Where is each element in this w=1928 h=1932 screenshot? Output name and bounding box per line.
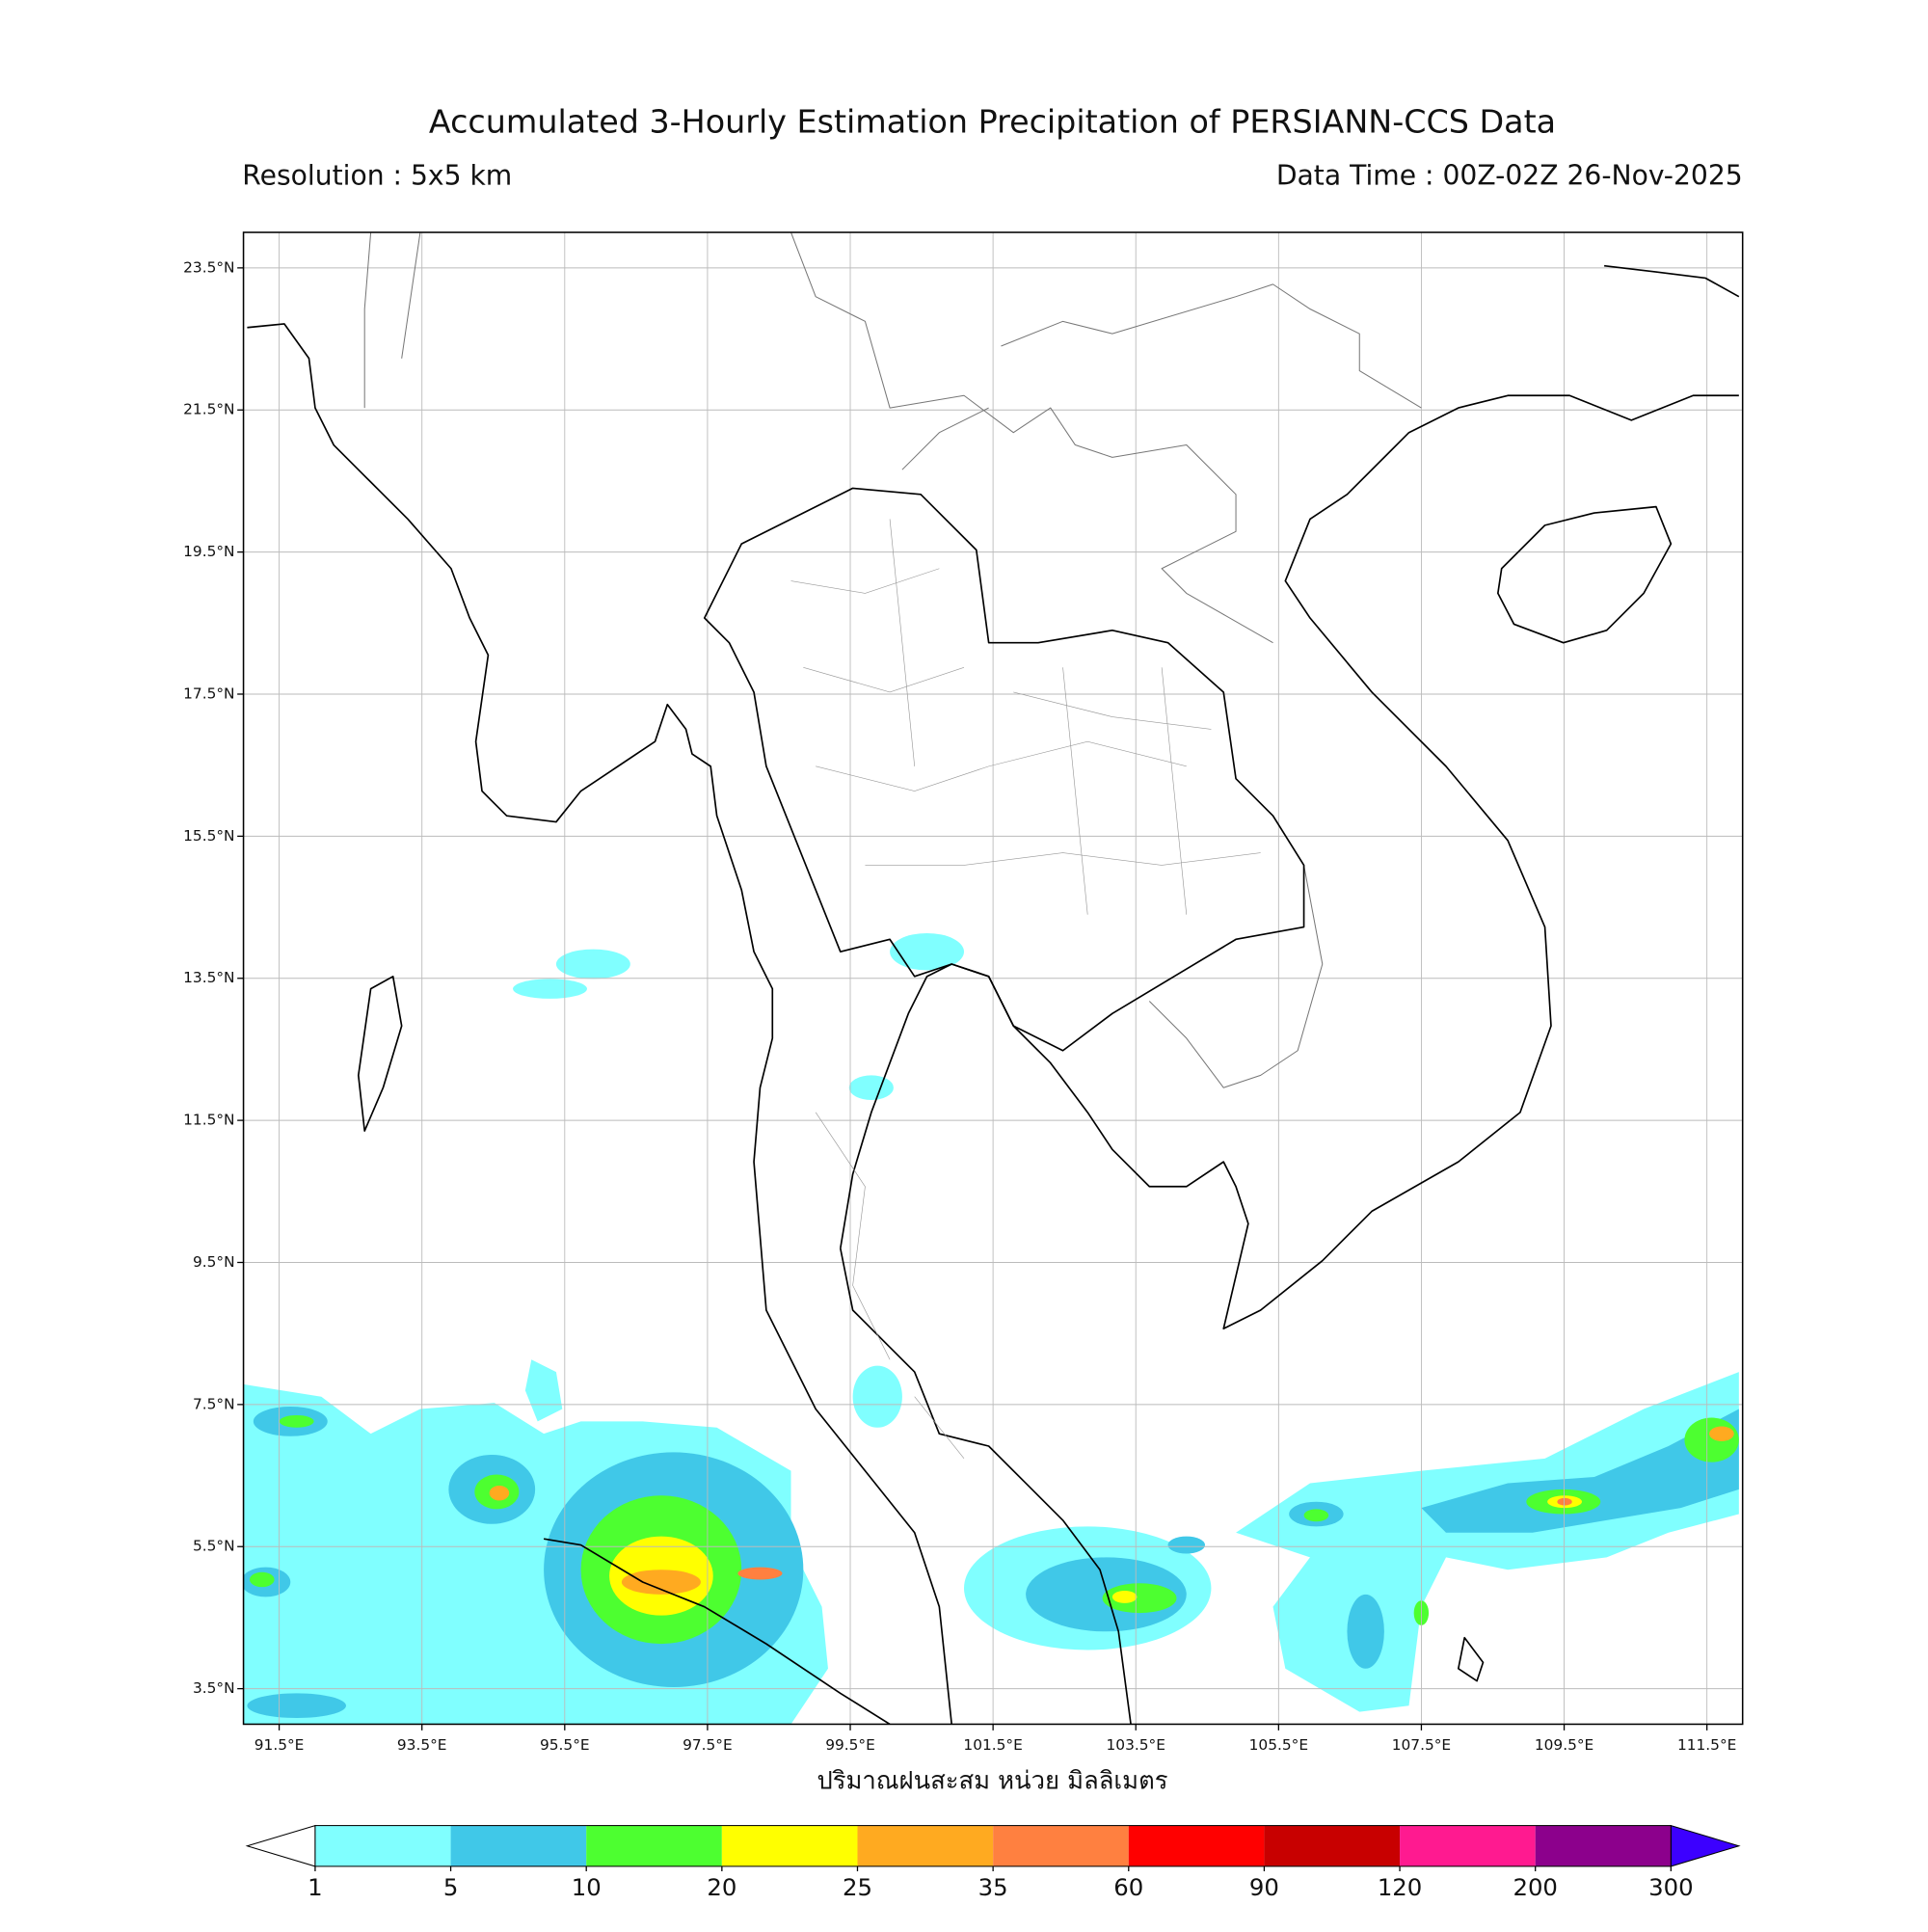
colorbar-segment [586, 1825, 722, 1866]
rain-area [852, 1365, 902, 1428]
colorbar-segment [993, 1825, 1129, 1866]
colorbar-segment [721, 1825, 858, 1866]
x-tick-label: 93.5°E [397, 1736, 447, 1754]
rain-area [1167, 1536, 1205, 1554]
rain-area [489, 1486, 510, 1501]
rain-area [1421, 1409, 1739, 1533]
rain-area [279, 1414, 314, 1428]
rain-area [621, 1570, 701, 1595]
rain-layer [243, 932, 1739, 1725]
rain-area [1684, 1417, 1739, 1462]
data-time: Data Time : 00Z-02Z 26-Nov-2025 [1276, 159, 1743, 191]
coastline [543, 1538, 891, 1725]
colorbar-tick-label: 10 [572, 1873, 602, 1901]
colorbar-over [1670, 1824, 1741, 1867]
y-tick-label: 3.5°N [193, 1679, 235, 1697]
colorbar-tick-label: 300 [1648, 1873, 1693, 1901]
x-tick-label: 99.5°E [825, 1736, 875, 1754]
rain-area [848, 1075, 894, 1101]
country-border [1148, 865, 1324, 1088]
colorbar-segment [1400, 1825, 1536, 1866]
colorbar-tick-label: 5 [443, 1873, 459, 1901]
coastline [839, 1248, 1132, 1725]
x-tick-label: 105.5°E [1249, 1736, 1308, 1754]
y-tick-label: 15.5°N [183, 827, 234, 845]
rain-area [737, 1567, 783, 1580]
title: Accumulated 3-Hourly Estimation Precipit… [429, 103, 1556, 141]
colorbar-segment [314, 1825, 451, 1866]
grid-layer [243, 232, 1743, 1725]
colorbar-segment [1535, 1825, 1672, 1866]
y-tick-label: 11.5°N [183, 1112, 234, 1129]
x-axis-label: ปริมาณฝนสะสม หน่วย มิลลิเมตร [817, 1767, 1167, 1796]
colorbar-under [245, 1824, 316, 1867]
x-tick-label: 107.5°E [1392, 1736, 1451, 1754]
colorbar-segment [1128, 1825, 1265, 1866]
coastline [839, 394, 1739, 1330]
y-tick-label: 23.5°N [183, 258, 234, 276]
province-lines [790, 519, 1261, 1460]
map-area [243, 232, 1743, 1725]
country-border [363, 232, 1422, 644]
colorbar-tick-label: 1 [308, 1873, 323, 1901]
island [357, 975, 403, 1132]
x-tick-label: 111.5°E [1677, 1736, 1736, 1754]
rain-area [1303, 1509, 1329, 1522]
resolution: Resolution : 5x5 km [242, 159, 512, 191]
y-tick-label: 19.5°N [183, 543, 234, 560]
rain-area [1557, 1497, 1572, 1506]
x-tick-label: 91.5°E [254, 1736, 305, 1754]
colorbar-tick-label: 60 [1113, 1873, 1143, 1901]
colorbar-segment [1264, 1825, 1401, 1866]
colorbar-tick-label: 20 [707, 1873, 736, 1901]
y-tick-label: 5.5°N [193, 1538, 235, 1555]
coastline [1604, 264, 1740, 298]
rain-area [524, 1359, 563, 1422]
rain-area [555, 949, 630, 979]
rain-area [1111, 1591, 1138, 1603]
rain-area [1102, 1583, 1177, 1614]
colorbar-segment [857, 1825, 994, 1866]
rain-area [1236, 1372, 1739, 1712]
rain-area [513, 979, 587, 999]
x-tick-label: 103.5°E [1107, 1736, 1165, 1754]
coastline [247, 323, 953, 1725]
y-tick-label: 9.5°N [193, 1253, 235, 1271]
axes: 91.5°E 93.5°E 95.5°E 97.5°E 99.5°E 101.5°E 103… [183, 231, 1744, 1754]
colorbar-segment [450, 1825, 587, 1866]
y-tick-label: 21.5°N [183, 401, 234, 418]
thailand-border [703, 487, 1305, 1052]
rain-area [249, 1571, 275, 1588]
x-tick-label: 109.5°E [1535, 1736, 1593, 1754]
colorbar-tick-label: 120 [1378, 1873, 1422, 1901]
hainan [1497, 505, 1673, 644]
geography [247, 232, 1740, 1725]
x-tick-label: 95.5°E [540, 1736, 590, 1754]
x-tick-label: 97.5°E [683, 1736, 733, 1754]
colorbar-tick-label: 200 [1513, 1873, 1557, 1901]
y-tick-label: 17.5°N [183, 684, 234, 702]
rain-area [247, 1693, 346, 1719]
y-tick-label: 13.5°N [183, 969, 234, 986]
colorbar-tick-label: 90 [1249, 1873, 1279, 1901]
colorbar-tick-label: 25 [843, 1873, 872, 1901]
rain-area [1347, 1594, 1384, 1669]
x-tick-label: 101.5°E [963, 1736, 1022, 1754]
rain-area [1709, 1426, 1734, 1441]
colorbar: 1 5 10 20 25 35 60 90 120 200 300 [245, 1824, 1741, 1901]
island [1457, 1636, 1485, 1682]
rain-area [890, 932, 964, 971]
colorbar-tick-label: 35 [978, 1873, 1008, 1901]
y-tick-label: 7.5°N [193, 1395, 235, 1412]
